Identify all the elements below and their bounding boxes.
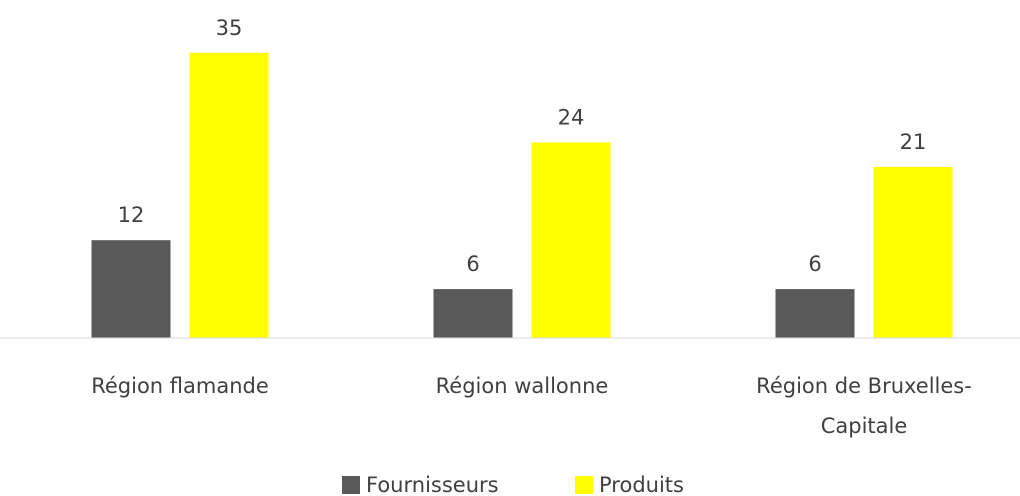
data-label: 35 [216, 16, 243, 40]
x-tick-label: Région wallonne [435, 374, 609, 398]
legend-label: Produits [599, 473, 684, 496]
data-label: 21 [900, 130, 927, 154]
x-tick-label: Région flamande [91, 374, 269, 398]
data-label: 12 [118, 203, 145, 227]
bar [433, 289, 513, 338]
data-label: 6 [466, 252, 479, 276]
legend-swatch [342, 476, 360, 494]
x-tick-label: Région de Bruxelles-Capitale [756, 374, 972, 438]
data-label: 6 [808, 252, 821, 276]
bar [873, 166, 953, 338]
bar [189, 52, 269, 338]
legend-swatch [575, 476, 593, 494]
legend-label: Fournisseurs [366, 473, 499, 496]
data-label: 24 [558, 105, 585, 129]
bar [531, 142, 611, 338]
bar [775, 289, 855, 338]
bar [91, 240, 171, 338]
